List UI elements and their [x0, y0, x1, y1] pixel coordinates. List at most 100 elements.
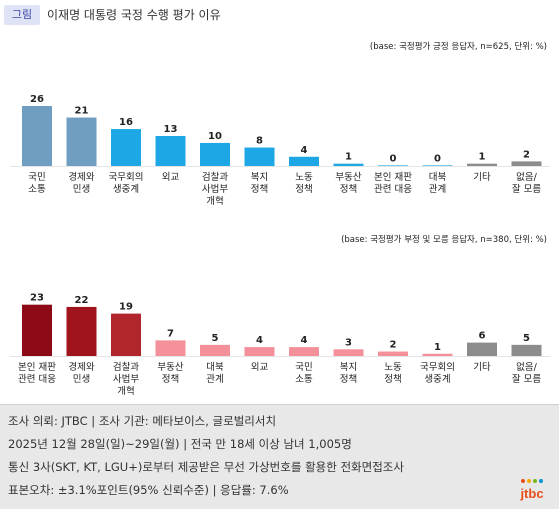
data-label: 5	[523, 333, 530, 344]
category-label: 관련 대응	[374, 184, 412, 195]
category-label: 잘 모름	[512, 373, 541, 385]
data-label: 8	[256, 136, 263, 147]
logo-dot	[521, 479, 525, 483]
logo-dot	[527, 479, 531, 483]
footer-line: 조사 의뢰: JTBC | 조사 기관: 메타보이스, 글로벌리서치	[8, 414, 277, 428]
data-label: 21	[75, 106, 89, 117]
data-label: 4	[301, 335, 308, 346]
category-label: 정책	[251, 184, 268, 195]
bar	[289, 156, 319, 166]
bar	[378, 165, 408, 166]
data-label: 1	[434, 342, 441, 353]
logo-dot	[533, 479, 537, 483]
category-label: 외교	[251, 361, 269, 373]
category-label: 노동	[295, 172, 313, 183]
title-bar: 그림 이재명 대통령 국정 수행 평가 이유	[0, 0, 559, 30]
bar	[333, 163, 364, 166]
data-label: 2	[390, 340, 397, 351]
category-label: 없음/	[516, 361, 537, 373]
bar	[244, 347, 275, 356]
data-label: 13	[164, 124, 178, 135]
category-label: 국무회의	[420, 362, 455, 373]
category-label: 노동	[384, 362, 402, 373]
category-label: 없음/	[516, 171, 537, 183]
logo-text: jtbc	[519, 486, 543, 501]
bar	[422, 165, 453, 166]
data-label: 1	[479, 152, 486, 163]
bar	[200, 142, 230, 166]
category-label: 정책	[340, 374, 357, 385]
category-label: 소통	[28, 184, 46, 195]
bar	[467, 163, 497, 166]
category-label: 관련 대응	[18, 374, 56, 385]
category-label: 경제와	[68, 171, 94, 183]
bar	[511, 344, 542, 356]
data-label: 6	[479, 331, 486, 342]
data-label: 3	[345, 337, 352, 348]
category-label: 부동산	[157, 362, 183, 373]
bar	[333, 349, 364, 356]
category-label: 생중계	[113, 183, 139, 195]
survey-info-footer: 조사 의뢰: JTBC | 조사 기관: 메타보이스, 글로벌리서치 2025년…	[0, 404, 559, 509]
data-label: 4	[301, 145, 308, 156]
category-label: 본인 재판	[374, 172, 412, 183]
category-label: 사법부	[202, 184, 228, 195]
data-label: 0	[390, 153, 397, 164]
footer-line: 통신 3사(SKT, KT, LGU+)로부터 제공받은 무선 가상번호를 활용…	[8, 460, 404, 474]
category-label: 검찰과	[202, 171, 228, 183]
bar	[289, 347, 319, 356]
category-label: 소통	[295, 374, 313, 385]
category-label: 본인 재판	[18, 362, 56, 373]
category-label: 개혁	[206, 196, 223, 207]
data-label: 5	[212, 333, 219, 344]
bar	[66, 306, 97, 356]
category-label: 복지	[251, 172, 268, 183]
bar	[66, 117, 97, 166]
category-label: 민생	[73, 374, 90, 385]
bar	[467, 342, 497, 356]
data-label: 10	[208, 131, 222, 142]
category-label: 대북	[206, 362, 224, 373]
chart-1-note: (base: 국정평가 긍정 응답자, n=625, 단위: %)	[369, 42, 547, 52]
category-label: 민생	[73, 184, 90, 195]
footer-line: 표본오차: ±3.1%포인트(95% 신뢰수준) | 응답률: 7.6%	[8, 483, 289, 497]
category-label: 생중계	[424, 373, 450, 385]
data-label: 0	[434, 153, 441, 164]
category-label: 경제와	[68, 361, 94, 373]
logo-dot	[539, 479, 543, 483]
figure-badge: 그림	[4, 5, 40, 25]
data-label: 16	[119, 117, 133, 128]
bar	[511, 161, 542, 166]
category-label: 정책	[384, 374, 401, 385]
category-label: 대북	[429, 172, 447, 183]
bar	[155, 340, 186, 356]
category-label: 정책	[295, 184, 312, 195]
bar	[200, 344, 230, 356]
category-label: 부동산	[335, 172, 361, 183]
category-label: 관계	[206, 373, 223, 385]
bar	[22, 106, 52, 166]
bar	[111, 313, 141, 356]
bar	[22, 304, 52, 356]
category-label: 잘 모름	[512, 183, 541, 195]
data-label: 7	[167, 328, 174, 339]
data-label: 4	[256, 335, 263, 346]
category-label: 정책	[162, 374, 179, 385]
category-label: 국민	[28, 172, 45, 183]
category-label: 외교	[162, 171, 180, 183]
page-title: 이재명 대통령 국정 수행 평가 이유	[47, 8, 221, 22]
category-label: 검찰과	[113, 361, 139, 373]
category-label: 사법부	[113, 374, 139, 385]
category-label: 정책	[340, 184, 357, 195]
data-label: 22	[75, 295, 89, 306]
data-label: 2	[523, 149, 530, 160]
footer-line: 2025년 12월 28일(일)~29일(월) | 전국 만 18세 이상 남녀…	[8, 437, 352, 451]
data-label: 19	[119, 302, 133, 313]
category-label: 기타	[473, 172, 491, 183]
bar	[111, 129, 141, 166]
category-label: 개혁	[117, 386, 134, 397]
chart-2-note: (base: 국정평가 부정 및 모름 응답자, n=380, 단위: %)	[341, 235, 547, 245]
data-label: 1	[345, 152, 352, 163]
data-label: 26	[30, 94, 44, 105]
